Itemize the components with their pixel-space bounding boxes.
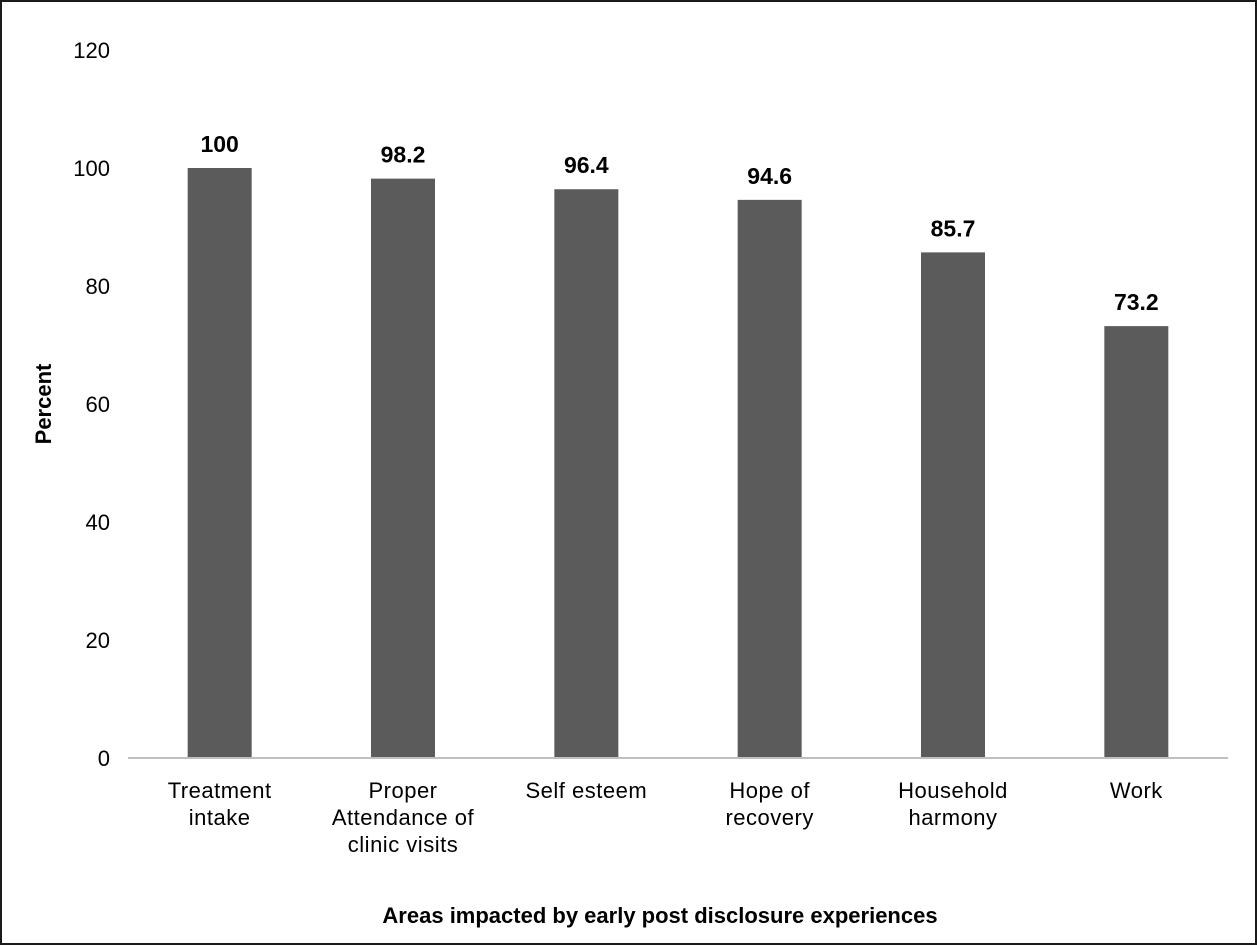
- bar: [371, 178, 435, 758]
- bar: [187, 168, 252, 758]
- category-label: Treatment intake: [168, 778, 272, 830]
- bar: [554, 189, 619, 759]
- y-tick-label: 120: [73, 38, 110, 63]
- y-axis-ticks: 0 20 40 60 80 100 120: [73, 38, 110, 771]
- y-tick-label: 100: [73, 156, 110, 181]
- y-tick-label: 60: [86, 392, 110, 417]
- data-label: 96.4: [564, 152, 609, 178]
- category-label: Self esteem: [525, 778, 647, 803]
- bars: [187, 168, 1169, 759]
- data-label: 98.2: [381, 142, 426, 168]
- y-tick-label: 20: [86, 628, 110, 653]
- y-tick-label: 40: [86, 510, 110, 535]
- category-label: Household harmony: [898, 778, 1008, 830]
- bar: [1104, 326, 1169, 758]
- y-axis-title: Percent: [31, 363, 56, 444]
- bar: [737, 199, 802, 759]
- data-labels: 100 98.2 96.4 94.6 85.7 73.2: [200, 131, 1158, 315]
- bar: [921, 252, 985, 758]
- category-label: Work: [1110, 778, 1163, 803]
- data-label: 94.6: [747, 163, 792, 189]
- category-label: Hope of recovery: [725, 778, 813, 830]
- data-label: 73.2: [1114, 289, 1159, 315]
- data-label: 100: [200, 131, 238, 157]
- data-label: 85.7: [931, 215, 976, 241]
- x-axis-title: Areas impacted by early post disclosure …: [382, 903, 937, 928]
- y-tick-label: 0: [98, 746, 110, 771]
- y-tick-label: 80: [86, 274, 110, 299]
- x-axis-category-labels: Treatment intake Proper Attendance of clinic…: [168, 778, 1163, 857]
- category-label: Proper Attendance of clinic visits: [332, 778, 475, 857]
